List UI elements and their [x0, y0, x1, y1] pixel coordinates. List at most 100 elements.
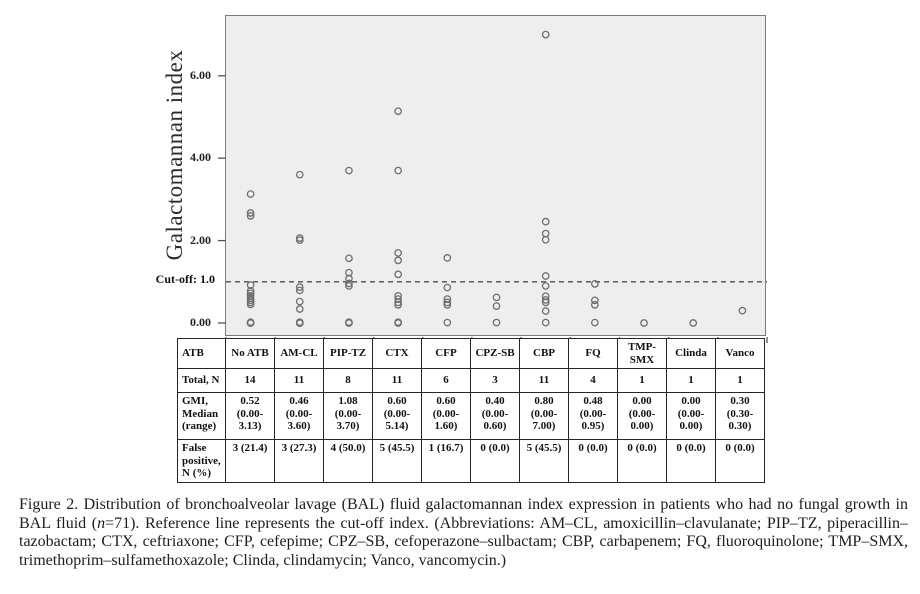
- table-cell: 0 (0.0): [617, 439, 667, 483]
- table-row-label: GMI, Median (range): [177, 392, 226, 440]
- table-cell: 0.30 (0.30- 0.30): [715, 392, 765, 440]
- table-cell: 1: [617, 368, 667, 393]
- data-point: [443, 301, 452, 309]
- table-cell: 0.52 (0.00- 3.13): [225, 392, 275, 440]
- data-point: [246, 300, 255, 309]
- data-point: [295, 319, 304, 327]
- table-cell: 0.00 (0.00- 0.00): [666, 392, 716, 440]
- y-axis-tick-label: 0.00: [190, 315, 211, 329]
- table-cell: 3 (21.4): [225, 439, 275, 483]
- data-point: [394, 256, 402, 265]
- data-point: [541, 217, 550, 226]
- data-point: [591, 280, 599, 288]
- data-point: [541, 235, 550, 244]
- table-row-label: Total, N: [177, 368, 226, 393]
- data-point: [591, 301, 599, 309]
- table-cell: 0.60 (0.00- 5.14): [372, 392, 422, 440]
- table-cell: 0 (0.0): [715, 439, 765, 483]
- data-point: [295, 286, 304, 295]
- data-point: [295, 236, 304, 245]
- table-cell: 0.46 (0.00- 3.60): [274, 392, 324, 440]
- data-point: [345, 282, 353, 290]
- data-point: [541, 282, 550, 290]
- table-falsepositive-row: False positive, N (%) 3 (21.4) 3 (27.3) 4 (…: [177, 439, 765, 483]
- data-point: [541, 318, 550, 327]
- figure-caption: Figure 2. Distribution of bronchoalveola…: [19, 496, 908, 570]
- table-cell: 11: [274, 368, 324, 393]
- data-point: [689, 319, 698, 327]
- table-cell: 5 (45.5): [519, 439, 569, 483]
- table-col-header: CBP: [519, 338, 569, 369]
- table-cell: 0 (0.0): [666, 439, 716, 483]
- data-point: [295, 305, 304, 313]
- table-total-row: Total, N 14 11 8 11 6 3 11 4 1 1 1: [177, 368, 765, 393]
- table-cell: 1 (16.7): [421, 439, 471, 483]
- table-cell: 0.60 (0.00- 1.60): [421, 392, 471, 440]
- table-cell: 4 (50.0): [323, 439, 373, 483]
- table-row-label: False positive, N (%): [177, 439, 226, 483]
- data-point: [394, 249, 402, 257]
- y-axis-tick-label: 6.00: [190, 67, 211, 82]
- table-cell: 11: [519, 368, 569, 393]
- table-cell: 0 (0.0): [568, 439, 618, 483]
- data-point: [394, 166, 402, 175]
- table-col-header: AM-CL: [274, 338, 324, 369]
- data-point: [394, 301, 402, 309]
- table-cell: 14: [225, 368, 275, 393]
- data-point: [591, 296, 599, 305]
- data-point: [541, 296, 550, 304]
- table-col-header: Clinda: [666, 338, 716, 369]
- table-cell: 5 (45.5): [372, 439, 422, 483]
- table-col-header: PIP-TZ: [323, 338, 373, 369]
- data-point: [345, 274, 353, 283]
- data-point: [394, 319, 402, 327]
- data-point: [591, 318, 599, 327]
- data-point: [492, 318, 501, 327]
- table-cell: 6: [421, 368, 471, 393]
- data-point: [394, 107, 402, 116]
- data-point: [246, 212, 255, 220]
- table-gmi-row: GMI, Median (range) 0.52 (0.00- 3.13) 0.46…: [177, 392, 765, 440]
- data-point: [738, 306, 747, 315]
- data-point: [345, 166, 353, 175]
- table-cell: 0 (0.0): [470, 439, 520, 483]
- data-point: [394, 270, 402, 279]
- data-point: [394, 298, 402, 307]
- summary-table: ATB No ATB AM-CL PIP-TZ CTX CFP CPZ-SB CBP FQ TMP…: [177, 338, 765, 483]
- data-point: [246, 287, 255, 295]
- table-cell: 0.00 (0.00- 0.00): [617, 392, 667, 440]
- data-point: [443, 298, 452, 307]
- scatter-svg: [218, 30, 768, 343]
- cutoff-label: Cut-off: 1.0: [155, 272, 215, 286]
- table-cell: 1: [715, 368, 765, 393]
- data-point: [295, 170, 304, 179]
- table-col-header: Vanco: [715, 338, 765, 369]
- data-point: [295, 283, 304, 292]
- data-point: [541, 30, 550, 39]
- table-cell: 4: [568, 368, 618, 393]
- y-axis-tick-label: 4.00: [190, 150, 211, 165]
- table-cell: 0.48 (0.00- 0.95): [568, 392, 618, 440]
- table-cell: 3 (27.3): [274, 439, 324, 483]
- data-point: [541, 307, 550, 315]
- caption-text-1: Figure 2. Distribution of bronchoalveola…: [19, 496, 908, 532]
- data-point: [492, 293, 501, 302]
- data-point: [492, 302, 501, 310]
- table-cell: 8: [323, 368, 373, 393]
- data-point: [345, 279, 353, 288]
- data-point: [640, 319, 648, 327]
- y-axis-tick-label: 2.00: [190, 232, 211, 247]
- data-point: [443, 283, 452, 292]
- data-point: [541, 229, 550, 238]
- table-cell: 1.08 (0.00- 3.70): [323, 392, 373, 440]
- table-cell: 3: [470, 368, 520, 393]
- table-col-header: CTX: [372, 338, 422, 369]
- table-cell: 11: [372, 368, 422, 393]
- plot-area: [218, 15, 768, 343]
- data-point: [345, 319, 353, 327]
- data-point: [246, 319, 255, 327]
- table-col-header: TMP- SMX: [617, 338, 667, 369]
- data-point: [295, 297, 304, 306]
- caption-text-2: =71). Reference line represents the cut-…: [19, 514, 908, 569]
